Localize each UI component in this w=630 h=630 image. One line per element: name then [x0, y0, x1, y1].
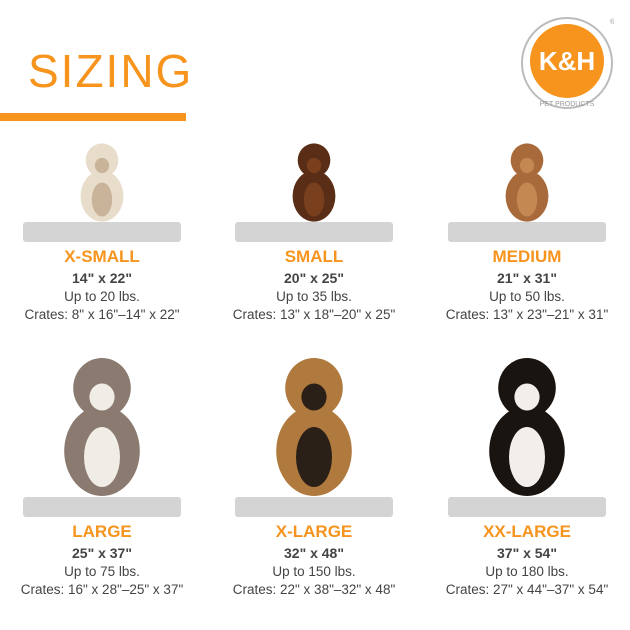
size-name: SMALL — [284, 247, 344, 266]
bed-pad — [448, 222, 606, 242]
size-dimensions: 14" x 22" — [72, 270, 132, 286]
size-crates: Crates: 8" x 16"–14" x 22" — [24, 307, 180, 322]
size-dimensions: 37" x 54" — [497, 545, 557, 561]
dog-image — [80, 143, 124, 222]
svg-text:K&H: K&H — [539, 46, 595, 76]
size-name: X-SMALL — [64, 247, 140, 266]
size-weight: Up to 75 lbs. — [64, 564, 140, 579]
bed-pad — [23, 222, 181, 242]
size-weight: Up to 20 lbs. — [64, 289, 140, 304]
size-crates: Crates: 16" x 28"–25" x 37" — [20, 582, 184, 597]
page-title: SIZING — [28, 45, 194, 97]
dog-image — [276, 358, 352, 496]
svg-text:PET PRODUCTS: PET PRODUCTS — [540, 101, 595, 108]
size-crates: Crates: 22" x 38"–32" x 48" — [232, 582, 396, 597]
size-weight: Up to 35 lbs. — [276, 289, 352, 304]
size-weight: Up to 150 lbs. — [272, 564, 356, 579]
size-name: MEDIUM — [492, 247, 562, 266]
dog-image — [489, 358, 565, 496]
svg-text:®: ® — [610, 18, 614, 26]
bed-pad — [235, 222, 393, 242]
size-name: XX-LARGE — [483, 522, 571, 541]
size-weight: Up to 180 lbs. — [485, 564, 569, 579]
size-crates: Crates: 13" x 23"–21" x 31" — [445, 307, 609, 322]
bed-pad — [23, 497, 181, 517]
size-dimensions: 32" x 48" — [284, 545, 344, 561]
size-dimensions: 20" x 25" — [284, 270, 344, 286]
size-name: X-LARGE — [275, 522, 353, 541]
size-name: LARGE — [72, 522, 132, 541]
size-dimensions: 21" x 31" — [497, 270, 557, 286]
size-crates: Crates: 27" x 44"–37" x 54" — [445, 582, 609, 597]
size-weight: Up to 50 lbs. — [489, 289, 565, 304]
size-crates: Crates: 13" x 18"–20" x 25" — [232, 307, 396, 322]
kh-logo: K&H PET PRODUCTS ® — [521, 17, 614, 109]
size-dimensions: 25" x 37" — [72, 545, 132, 561]
bed-pad — [235, 497, 393, 517]
bed-pad — [448, 497, 606, 517]
dog-image — [292, 143, 336, 222]
dog-image — [64, 358, 140, 496]
dog-image — [505, 143, 549, 222]
title-underline — [0, 113, 186, 121]
